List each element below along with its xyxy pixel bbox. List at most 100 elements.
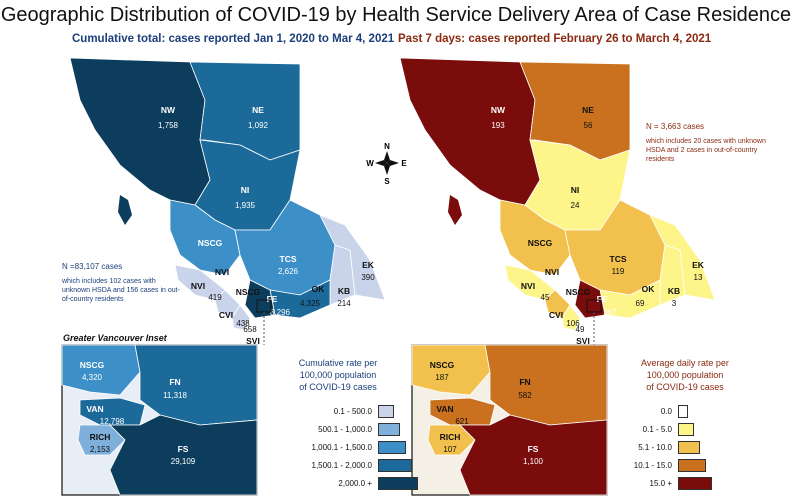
right-case-note: N = 3,663 cases which includes 20 cases … [646, 122, 776, 164]
left-label-kb: KB [338, 286, 350, 296]
right-inset-value-van: 621 [455, 417, 469, 426]
right-region-nw[interactable] [399, 57, 541, 206]
right-label-svi: SVI [576, 336, 590, 346]
left-legend-label-3: 1,000.1 - 1,500.0 [311, 443, 373, 452]
right-region-nscg[interactable] [499, 199, 571, 276]
left-region-ek[interactable] [319, 214, 386, 301]
right-value-ek: 13 [694, 273, 703, 282]
right-label-fe: FE [597, 294, 608, 304]
right-legend-swatch-4 [678, 459, 706, 472]
right-region-labels: NW 193 NE 56 NI 24 NSCG TCS 119 NVI NVI … [491, 105, 705, 346]
left-legend-swatch-3 [378, 441, 406, 454]
left-map-subtitle: Cumulative total: cases reported Jan 1, … [72, 33, 395, 45]
left-vancouver-inset: NSCG 4,320 FN 11,318 VAN 12,798 RICH 2,1… [61, 344, 258, 496]
right-legend-label-4: 10.1 - 15.0 [633, 461, 672, 470]
right-legend-label-1: 0.0 [660, 407, 672, 416]
left-label-nscg: NSCG [198, 238, 223, 248]
right-region-fe[interactable] [574, 279, 606, 319]
left-legend-title-line3: of COVID-19 cases [299, 382, 377, 392]
right-legend-title-line1: Average daily rate per [641, 358, 729, 368]
right-inset-label-fn: FN [519, 377, 530, 387]
right-label-cvi: CVI [549, 310, 563, 320]
left-inset-value-nscg: 4,320 [82, 373, 103, 382]
left-label-ok: OK [312, 284, 326, 294]
right-haida-gwaii [448, 195, 462, 225]
left-legend-item-4: 1,500.1 - 2,000.0 [282, 459, 412, 472]
left-legend-title-line1: Cumulative rate per [298, 358, 378, 368]
left-region-nw[interactable] [69, 57, 211, 206]
left-value-nw: 1,758 [158, 121, 179, 130]
right-legend-swatch-2 [678, 423, 694, 436]
right-legend-swatch-1 [678, 405, 688, 418]
right-inset-value-fs: 1,100 [523, 457, 544, 466]
left-inset-title: Greater Vancouver Inset [63, 333, 167, 343]
left-inset-fs[interactable] [109, 414, 258, 496]
right-value-ne: 56 [584, 121, 593, 130]
left-legend-label-2: 500.1 - 1,000.0 [318, 425, 372, 434]
left-case-detail: which includes 102 cases with unknown HS… [62, 278, 180, 303]
right-legend-swatch-5 [678, 477, 712, 490]
left-case-note: N =83,107 cases which includes 102 cases… [62, 262, 182, 304]
left-inset-label-rich: RICH [90, 432, 111, 442]
left-inset-value-rich: 2,153 [90, 445, 111, 454]
right-label-ok: OK [642, 284, 656, 294]
left-inset-value-fn: 11,318 [163, 391, 187, 400]
right-label-kb: KB [668, 286, 680, 296]
left-legend-item-3: 1,000.1 - 1,500.0 [282, 441, 406, 454]
right-value-ni: 24 [571, 201, 580, 210]
right-value-tcs: 119 [612, 267, 625, 276]
left-label-cvi: CVI [219, 310, 233, 320]
left-case-total: N =83,107 cases [62, 262, 123, 271]
right-region-svi[interactable] [561, 304, 581, 331]
right-vancouver-inset: NSCG 187 FN 582 VAN 621 RICH 107 FS 1,10… [411, 344, 608, 496]
left-inset-leader [263, 312, 265, 345]
left-label-tcs: TCS [280, 254, 297, 264]
page-title: Geographic Distribution of COVID-19 by H… [0, 4, 792, 26]
compass-s: S [384, 177, 390, 186]
right-inset-value-fn: 582 [518, 391, 532, 400]
right-inset-label-fs: FS [528, 444, 539, 454]
right-label-nscg: NSCG [528, 238, 553, 248]
left-region-labels: NW 1,758 NE 1,092 NI 1,935 NSCG TCS 2,62… [158, 105, 375, 346]
left-haida-gwaii [118, 195, 132, 225]
left-label-fe: FE [267, 294, 278, 304]
left-label-nvi-2: NVI [191, 281, 205, 291]
left-region-nscg[interactable] [169, 199, 241, 276]
right-inset-fs[interactable] [459, 414, 608, 496]
right-label-ek: EK [692, 260, 705, 270]
left-label-ek: EK [362, 260, 375, 270]
left-value-svi: 658 [243, 325, 257, 334]
right-inset-label-rich: RICH [440, 432, 461, 442]
right-label-ne: NE [582, 105, 594, 115]
right-inset-value-nscg: 187 [435, 373, 449, 382]
right-legend-item-2: 0.1 - 5.0 [612, 423, 694, 436]
left-value-cvi: 438 [236, 319, 250, 328]
left-legend-swatch-5 [378, 477, 418, 490]
left-value-fe: 8,296 [270, 308, 291, 317]
right-case-total: N = 3,663 cases [646, 122, 705, 131]
right-legend-label-3: 5.1 - 10.0 [638, 443, 672, 452]
left-inset-label-van: VAN [86, 404, 103, 414]
left-inset-value-fs: 29,109 [171, 457, 196, 466]
left-region-fe[interactable] [244, 279, 276, 319]
left-label-ni: NI [241, 185, 250, 195]
left-region-svi[interactable] [231, 304, 251, 331]
right-legend-title-line2: 100,000 population [646, 370, 724, 380]
right-inset-label-nscg: NSCG [430, 360, 455, 370]
right-legend-label-2: 0.1 - 5.0 [642, 425, 672, 434]
left-value-kb: 214 [337, 299, 351, 308]
left-inset-label-nscg: NSCG [80, 360, 105, 370]
right-case-detail: which includes 20 cases with unknown HSD… [646, 138, 766, 163]
left-inset-value-van: 12,798 [100, 417, 125, 426]
left-value-ok: 4,325 [300, 299, 321, 308]
right-region-ek[interactable] [649, 214, 716, 301]
left-inset-label-fn: FN [169, 377, 180, 387]
left-label-nvi: NVI [215, 267, 229, 277]
left-legend-item-2: 500.1 - 1,000.0 [282, 423, 400, 436]
right-inset-label-van: VAN [436, 404, 453, 414]
left-legend-title: Cumulative rate per 100,000 population o… [278, 357, 398, 393]
right-value-ok: 69 [636, 299, 645, 308]
right-label-nvi: NVI [545, 267, 559, 277]
left-value-tcs: 2,626 [278, 267, 299, 276]
